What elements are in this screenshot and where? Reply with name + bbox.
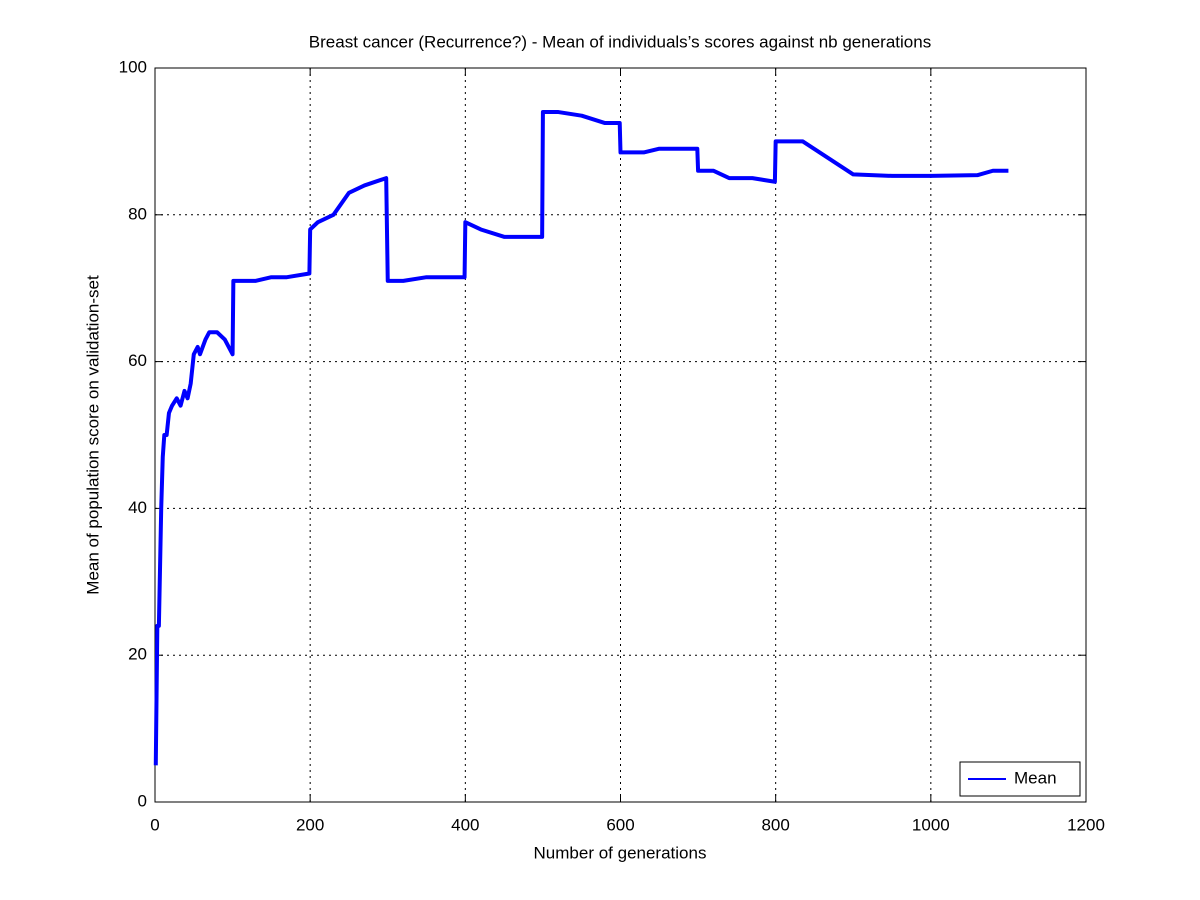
y-tick-label: 20 xyxy=(128,645,147,664)
x-tick-label: 600 xyxy=(606,815,634,834)
x-tick-label: 1200 xyxy=(1067,815,1105,834)
data-line xyxy=(153,110,1009,766)
x-axis-label: Number of generations xyxy=(534,843,707,862)
chart-title: Breast cancer (Recurrence?) - Mean of in… xyxy=(309,32,931,51)
y-tick-label: 40 xyxy=(128,498,147,517)
y-tick-label: 60 xyxy=(128,351,147,370)
y-tick-label: 0 xyxy=(138,791,147,810)
x-tick-label: 1000 xyxy=(912,815,950,834)
legend: Mean xyxy=(959,761,1081,797)
y-tick-label: 80 xyxy=(128,204,147,223)
x-tick-label: 200 xyxy=(296,815,324,834)
x-tick-label: 400 xyxy=(451,815,479,834)
y-tick-label: 100 xyxy=(119,57,147,76)
plot-frame xyxy=(154,67,1087,803)
legend-label: Mean xyxy=(1014,768,1057,787)
x-tick-label: 800 xyxy=(761,815,789,834)
y-axis-label: Mean of population score on validation-s… xyxy=(83,275,102,595)
x-tick-label: 0 xyxy=(150,815,159,834)
